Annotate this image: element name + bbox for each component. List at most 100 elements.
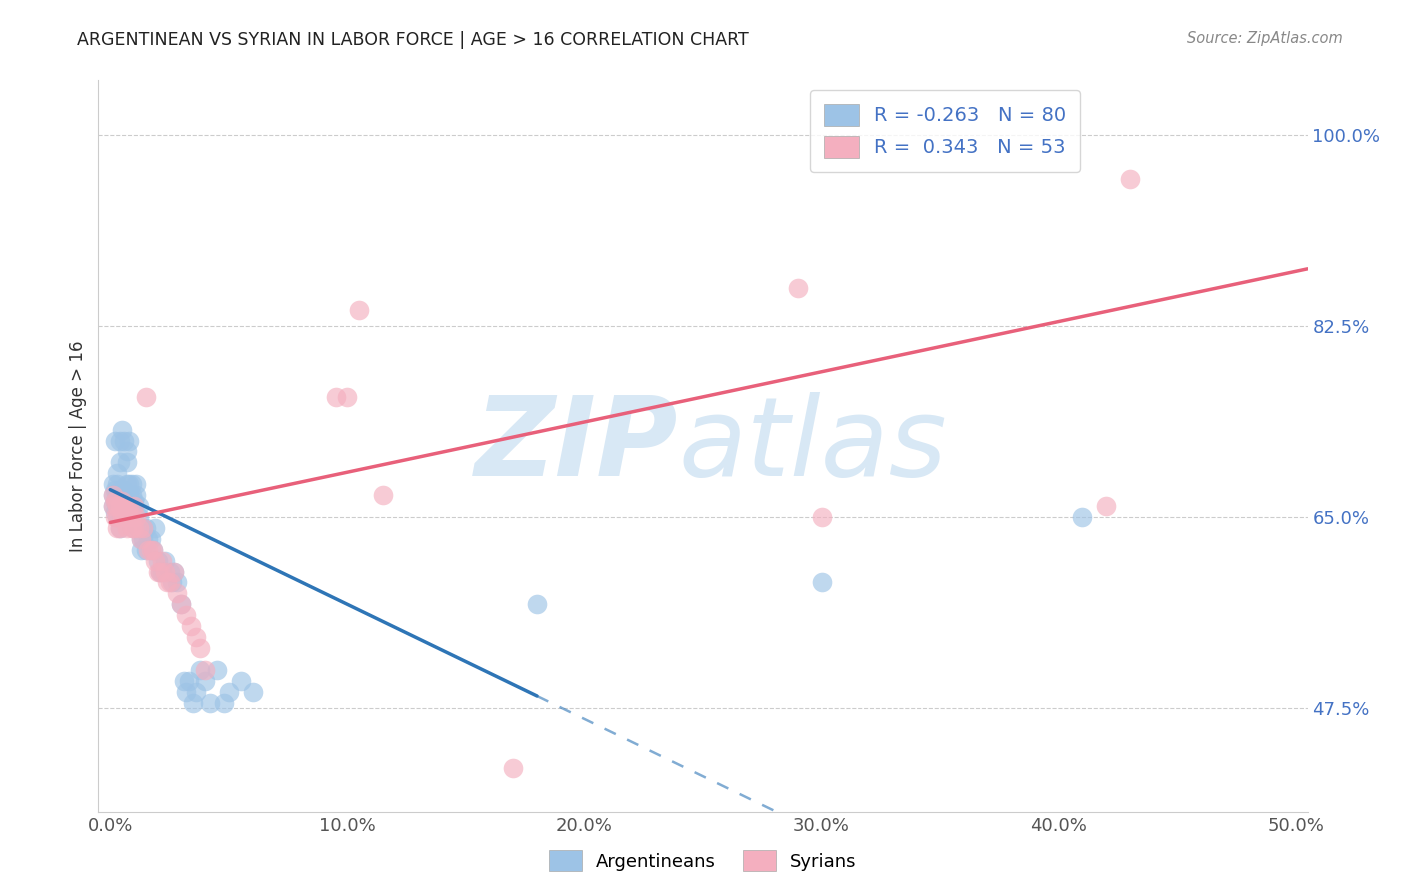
Point — [149, 565, 172, 579]
Point — [786, 281, 808, 295]
Point — [129, 532, 152, 546]
Point — [128, 499, 150, 513]
Point — [118, 499, 141, 513]
Point — [190, 663, 212, 677]
Point — [174, 684, 197, 698]
Point — [118, 477, 141, 491]
Point — [205, 663, 228, 677]
Point — [181, 696, 204, 710]
Point — [170, 597, 193, 611]
Point — [105, 510, 128, 524]
Point — [104, 493, 127, 508]
Point — [125, 510, 148, 524]
Point — [190, 640, 212, 655]
Point — [177, 673, 200, 688]
Point — [122, 499, 145, 513]
Point — [101, 499, 124, 513]
Point — [139, 542, 162, 557]
Point — [371, 488, 394, 502]
Point — [347, 302, 370, 317]
Point — [105, 521, 128, 535]
Point — [115, 521, 138, 535]
Point — [156, 575, 179, 590]
Point — [108, 493, 131, 508]
Point — [153, 554, 176, 568]
Point — [122, 499, 145, 513]
Point — [114, 510, 136, 524]
Point — [132, 521, 155, 535]
Point — [173, 673, 195, 688]
Point — [198, 696, 221, 710]
Point — [114, 434, 136, 448]
Point — [139, 532, 162, 546]
Point — [526, 597, 548, 611]
Point — [114, 499, 136, 513]
Point — [136, 542, 159, 557]
Point — [118, 488, 141, 502]
Point — [132, 532, 155, 546]
Point — [1071, 510, 1094, 524]
Point — [121, 521, 143, 535]
Point — [121, 499, 143, 513]
Text: ARGENTINEAN VS SYRIAN IN LABOR FORCE | AGE > 16 CORRELATION CHART: ARGENTINEAN VS SYRIAN IN LABOR FORCE | A… — [77, 31, 749, 49]
Point — [170, 597, 193, 611]
Point — [108, 483, 131, 497]
Point — [810, 575, 832, 590]
Point — [111, 423, 134, 437]
Point — [101, 488, 124, 502]
Point — [135, 542, 157, 557]
Point — [104, 510, 127, 524]
Point — [336, 390, 359, 404]
Point — [101, 488, 124, 502]
Point — [121, 510, 143, 524]
Point — [194, 673, 217, 688]
Point — [218, 684, 240, 698]
Point — [212, 696, 235, 710]
Point — [149, 565, 172, 579]
Point — [104, 504, 127, 518]
Text: ZIP: ZIP — [475, 392, 679, 500]
Point — [142, 542, 165, 557]
Point — [115, 477, 138, 491]
Point — [184, 684, 207, 698]
Point — [108, 434, 131, 448]
Point — [118, 499, 141, 513]
Legend: Argentineans, Syrians: Argentineans, Syrians — [543, 843, 863, 879]
Point — [1119, 171, 1142, 186]
Point — [114, 493, 136, 508]
Point — [159, 565, 181, 579]
Point — [146, 565, 169, 579]
Point — [159, 575, 181, 590]
Point — [166, 586, 188, 600]
Point — [125, 477, 148, 491]
Point — [152, 565, 174, 579]
Text: Source: ZipAtlas.com: Source: ZipAtlas.com — [1187, 31, 1343, 46]
Point — [163, 565, 186, 579]
Point — [122, 521, 145, 535]
Point — [242, 684, 264, 698]
Point — [143, 554, 166, 568]
Point — [115, 455, 138, 469]
Point — [146, 554, 169, 568]
Point — [111, 488, 134, 502]
Point — [104, 483, 127, 497]
Point — [114, 499, 136, 513]
Point — [104, 434, 127, 448]
Point — [101, 477, 124, 491]
Point — [129, 532, 152, 546]
Point — [136, 532, 159, 546]
Point — [1095, 499, 1118, 513]
Point — [121, 488, 143, 502]
Point — [122, 521, 145, 535]
Point — [132, 521, 155, 535]
Point — [229, 673, 252, 688]
Point — [174, 608, 197, 623]
Point — [122, 493, 145, 508]
Point — [128, 510, 150, 524]
Point — [810, 510, 832, 524]
Point — [115, 444, 138, 458]
Point — [180, 619, 202, 633]
Y-axis label: In Labor Force | Age > 16: In Labor Force | Age > 16 — [69, 340, 87, 552]
Point — [111, 510, 134, 524]
Legend: R = -0.263   N = 80, R =  0.343   N = 53: R = -0.263 N = 80, R = 0.343 N = 53 — [810, 90, 1080, 172]
